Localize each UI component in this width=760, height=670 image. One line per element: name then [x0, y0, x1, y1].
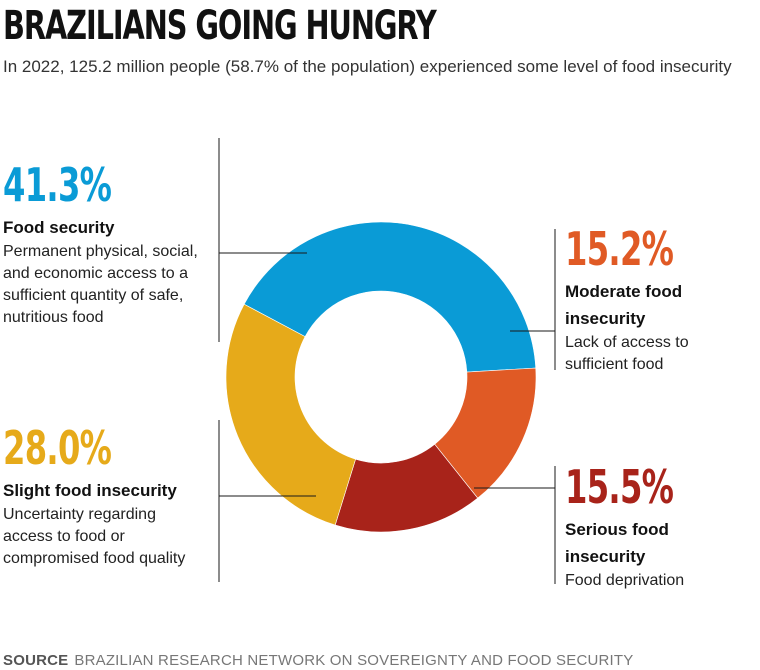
value-label-slight-food-insecurity: 28.0% — [3, 421, 112, 475]
description-moderate-food-insecurity: Lack of access to sufficient food — [565, 334, 689, 373]
description-slight-food-insecurity: Uncertainty regarding access to food or … — [3, 506, 186, 567]
label-food-security: 41.3% Food security Permanent physical, … — [3, 160, 203, 329]
description-serious-food-insecurity: Food deprivation — [565, 572, 685, 589]
page-subtitle: In 2022, 125.2 million people (58.7% of … — [3, 57, 732, 76]
source-label: SOURCE — [3, 652, 69, 669]
slice-slight-food-insecurity — [225, 303, 356, 526]
value-label-moderate-food-insecurity: 15.2% — [565, 222, 674, 276]
leader-moderate-food-insecurity — [510, 229, 556, 370]
label-serious-food-insecurity: 15.5% Serious food insecurity Food depri… — [565, 462, 725, 592]
donut-slices — [225, 221, 537, 533]
category-food-security: Food security — [3, 218, 115, 237]
label-slight-food-insecurity: 28.0% Slight food insecurity Uncertainty… — [3, 423, 203, 570]
category-slight-food-insecurity: Slight food insecurity — [3, 481, 177, 500]
value-label-serious-food-insecurity: 15.5% — [565, 460, 674, 514]
leader-serious-food-insecurity — [474, 466, 556, 584]
source-note: SOURCE BRAZILIAN RESEARCH NETWORK ON SOVE… — [3, 651, 633, 670]
page-title: BRAZILIANS GOING HUNGRY — [3, 3, 437, 49]
label-moderate-food-insecurity: 15.2% Moderate food insecurity Lack of a… — [565, 224, 725, 376]
value-label-food-security: 41.3% — [3, 158, 112, 212]
category-moderate-food-insecurity: Moderate food insecurity — [565, 282, 683, 328]
leader-food-security — [218, 138, 307, 342]
category-serious-food-insecurity: Serious food insecurity — [565, 520, 669, 566]
leader-slight-food-insecurity — [218, 420, 316, 582]
description-food-security: Permanent physical, social, and economic… — [3, 243, 198, 326]
leader-lines — [218, 138, 556, 584]
slice-food-security — [243, 221, 537, 373]
source-text: BRAZILIAN RESEARCH NETWORK ON SOVEREIGNT… — [74, 652, 634, 669]
